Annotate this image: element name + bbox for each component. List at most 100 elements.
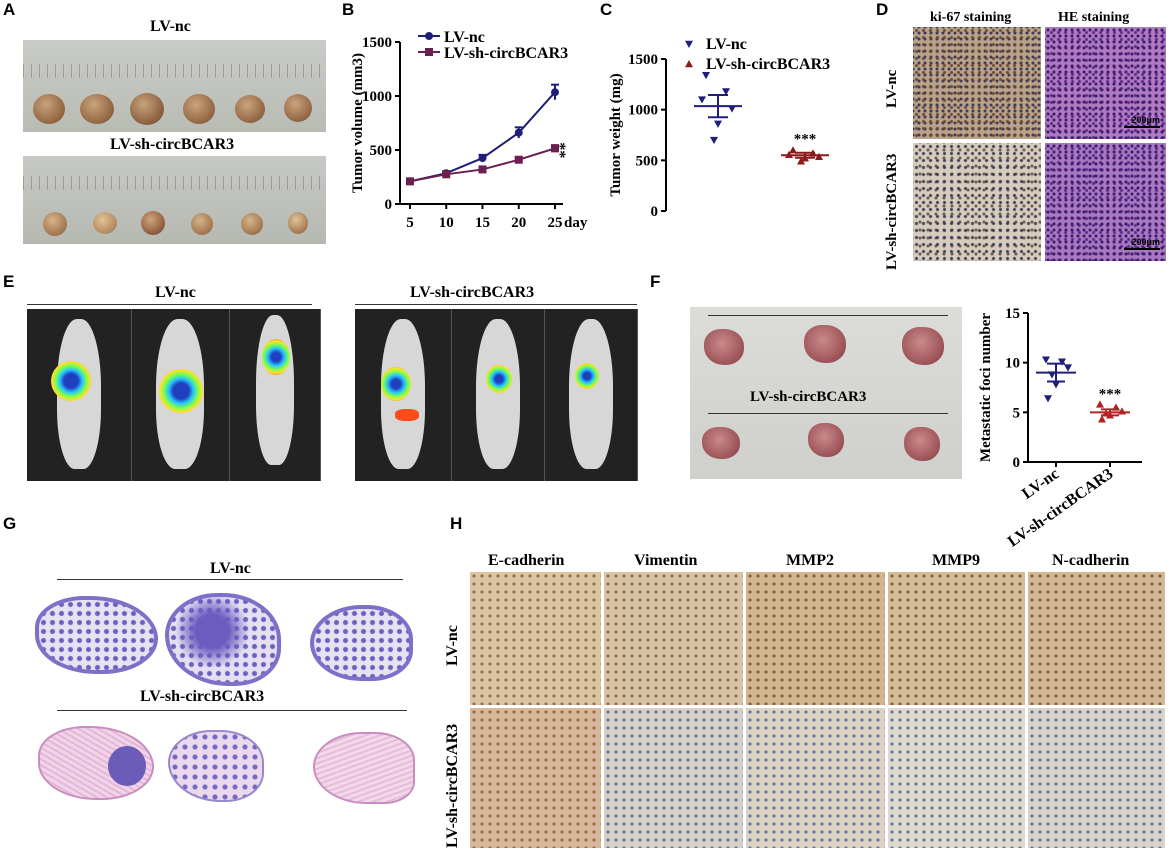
legend-marker (685, 60, 693, 68)
y-tick-label: 1500 (628, 52, 658, 68)
lung (704, 329, 744, 365)
mouse-body (569, 319, 613, 469)
data-point (478, 154, 487, 163)
lung (808, 423, 844, 457)
ihc-mmp9-lv-nc (888, 572, 1025, 705)
ihc-ncadherin-lv-sh (1028, 708, 1165, 848)
panel-d-col-ki67: ki-67 staining (930, 10, 1012, 25)
y-axis-label: Metastatic foci number (978, 313, 994, 462)
panel-a-photo-lv-nc (23, 40, 326, 132)
panel-letter-h: H (450, 514, 463, 533)
lung-section (108, 746, 146, 786)
panel-a-label-lv-sh: LV-sh-circBCAR3 (110, 136, 235, 153)
tumor (191, 213, 213, 235)
bioluminescence-signal (486, 365, 512, 393)
data-point (1096, 400, 1104, 408)
lung-section (313, 732, 415, 804)
panel-g-rule (57, 579, 403, 580)
panel-e-label-lv-sh: LV-sh-circBCAR3 (410, 284, 535, 301)
ihc-ecadherin-lv-sh (470, 708, 601, 848)
lung (804, 325, 846, 363)
panel-h-col-3: MMP2 (786, 552, 834, 569)
x-tick-label: 5 (406, 215, 414, 231)
mouse-body (256, 315, 294, 465)
bioluminescence-signal (262, 339, 290, 375)
lung-section (35, 596, 158, 674)
tumor (130, 93, 164, 125)
legend-label: LV-nc (706, 36, 747, 53)
scale-bar (1124, 248, 1160, 250)
legend-marker (425, 32, 433, 40)
chart-b-tumor-volume: 0 500 1000 1500 5 10 15 20 25 day Tumor volume (mm… (350, 29, 588, 231)
x-tick-label: 20 (511, 215, 526, 231)
panel-d-row-lv-sh: LV-sh-circBCAR3 (884, 153, 900, 270)
he-lv-sh-image: 200μm (1045, 143, 1166, 261)
data-point (797, 157, 805, 165)
ivis-mouse-4 (355, 309, 452, 481)
panel-letter-b: B (342, 0, 355, 19)
data-point (815, 152, 823, 160)
y-axis-label: Tumor volume (mm3) (350, 53, 366, 193)
series-line (409, 147, 556, 183)
ihc-vimentin-lv-nc (604, 572, 743, 705)
lung (902, 327, 944, 365)
tumor (183, 94, 215, 124)
data-point (1044, 395, 1052, 403)
x-unit-label: day (564, 215, 588, 231)
data-point (1052, 381, 1060, 389)
ivis-mouse-6 (545, 309, 638, 481)
data-point (1118, 407, 1126, 415)
data-point (442, 170, 451, 179)
lung-section (310, 605, 413, 681)
significance-marker: *** (794, 131, 817, 147)
data-point (1064, 364, 1072, 372)
data-point (789, 146, 797, 154)
ki67-lv-sh-image (913, 143, 1041, 261)
panel-f-rule (708, 315, 948, 316)
scale-bar-label: 200μm (1131, 237, 1160, 247)
tumor (80, 94, 114, 124)
bioluminescence-signal (381, 367, 411, 401)
panel-letter-f: F (650, 272, 661, 291)
bioluminescence-signal (51, 361, 91, 401)
data-point (478, 165, 487, 174)
panel-h-col-2: Vimentin (634, 552, 698, 569)
x-tick-label: 10 (439, 215, 454, 231)
lung (904, 427, 940, 461)
ivis-mouse-2 (132, 309, 230, 481)
lung (702, 427, 740, 459)
panel-letter-d: D (876, 0, 889, 19)
ihc-vimentin-lv-sh (604, 708, 743, 848)
y-tick-label: 0 (385, 197, 393, 213)
panel-g-rule (57, 710, 407, 711)
data-point (710, 136, 718, 145)
ruler (23, 176, 326, 190)
legend-label: LV-nc (444, 29, 485, 46)
tumor (141, 211, 165, 235)
ihc-ecadherin-lv-nc (470, 572, 601, 705)
tumor (93, 212, 117, 234)
y-tick-label: 5 (1013, 405, 1021, 421)
data-point (702, 72, 710, 80)
y-axis-label: Tumor weight (mg) (608, 73, 624, 196)
y-tick-label: 1500 (362, 35, 392, 51)
data-point (406, 177, 414, 186)
significance-marker: ** (551, 142, 568, 158)
y-tick-label: 10 (1005, 356, 1020, 372)
tumor (241, 213, 263, 235)
data-point (1042, 356, 1050, 364)
panel-d-row-lv-nc: LV-nc (884, 69, 900, 108)
tumor (288, 212, 308, 234)
legend-marker (425, 48, 433, 56)
panel-h-col-4: MMP9 (932, 552, 980, 569)
data-point (722, 88, 730, 96)
panel-letter-c: C (600, 0, 613, 19)
tumor (33, 94, 65, 124)
panel-letter-a: A (3, 0, 16, 19)
bioluminescence-signal (575, 363, 599, 389)
ivis-mouse-5 (452, 309, 545, 481)
panel-h-col-1: E-cadherin (488, 552, 565, 569)
legend-marker (685, 40, 693, 48)
ivis-mouse-1 (27, 309, 132, 481)
